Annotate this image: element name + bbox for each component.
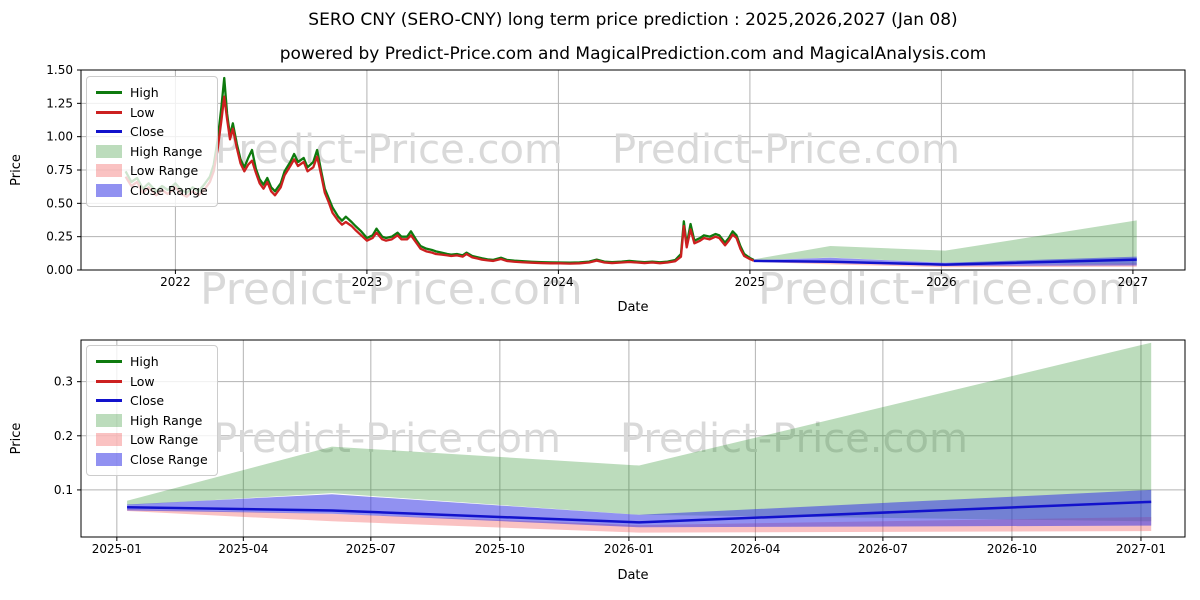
y-tick-labels: 0.1 0.2 0.3 [54, 375, 81, 497]
y-tick-label: 1.25 [46, 96, 73, 110]
watermark-text: Predict-Price.com [215, 127, 563, 173]
chart-title: SERO CNY (SERO-CNY) long term price pred… [308, 10, 958, 30]
y-tick-label: 0.2 [54, 429, 73, 443]
x-tick-labels: 2022 2023 2024 2025 2026 2027 [160, 270, 1148, 289]
close-line [753, 258, 1137, 266]
legend-swatch [96, 399, 122, 403]
y-tick-label: 1.50 [46, 63, 73, 77]
x-tick-label: 2027 [1118, 275, 1149, 289]
low-range-band [127, 508, 1152, 533]
legend-swatch [96, 452, 122, 466]
legend-item-low: Low [96, 372, 208, 392]
high-range-band [753, 220, 1137, 265]
legend-item-low: Low [96, 103, 208, 123]
x-axis-label: Date [617, 568, 648, 583]
legend-label: Close Range [130, 451, 208, 467]
watermark-text: Predict-Price.com [620, 416, 968, 462]
legend-label: High [130, 85, 159, 101]
legend-swatch [96, 183, 122, 197]
legend-label: Close [130, 124, 165, 140]
legend-swatch [96, 360, 122, 364]
y-tick-label: 1.00 [46, 130, 73, 144]
low-line [124, 95, 755, 265]
legend-swatch [96, 164, 122, 178]
legend-label: High Range [130, 143, 203, 159]
legend-swatch [96, 110, 122, 114]
legend-item-close: Close [96, 122, 208, 142]
legend-item-close-range: Close Range [96, 450, 208, 470]
x-axis-label: Date [617, 300, 648, 315]
legend-swatch [96, 91, 122, 95]
legend-item-low-range: Low Range [96, 430, 208, 450]
x-tick-label: 2025-01 [92, 542, 142, 556]
legend-swatch [96, 130, 122, 134]
legend-item-high-range: High Range [96, 142, 208, 162]
legend-label: Low Range [130, 163, 199, 179]
y-tick-label: 0.50 [46, 196, 73, 210]
legend-bottom-chart: High Low Close High Range Low Range Close Ran… [86, 345, 218, 476]
legend-item-close-range: Close Range [96, 181, 208, 201]
legend-swatch [96, 144, 122, 158]
x-tick-labels: 2025-01 2025-04 2025-07 2025-10 2026-01 2026-… [92, 537, 1166, 556]
y-tick-labels: 0.00 0.25 0.50 0.75 1.00 1.25 1.50 [46, 63, 81, 277]
y-tick-label: 0.00 [46, 263, 73, 277]
legend-label: Low Range [130, 432, 199, 448]
chart-forecast-detail-2025-2027: Predict-Price.com Predict-Price.com 2025-0… [9, 339, 1186, 583]
legend-label: Close Range [130, 182, 208, 198]
x-tick-label: 2022 [160, 275, 191, 289]
y-tick-label: 0.1 [54, 483, 73, 497]
legend-swatch [96, 433, 122, 447]
legend-label: High Range [130, 412, 203, 428]
y-axis-label: Price [9, 154, 24, 186]
x-tick-label: 2027-01 [1116, 542, 1166, 556]
x-tick-label: 2026-07 [858, 542, 908, 556]
legend-swatch [96, 379, 122, 383]
legend-label: Low [130, 373, 155, 389]
y-tick-label: 0.25 [46, 230, 73, 244]
watermark-text: Predict-Price.com [612, 127, 960, 173]
close-line [127, 500, 1152, 524]
x-tick-label: 2026-10 [987, 542, 1037, 556]
watermark-text: Predict-Price.com [213, 416, 561, 462]
legend-item-low-range: Low Range [96, 161, 208, 181]
x-tick-label: 2025-10 [475, 542, 525, 556]
chart-subtitle: powered by Predict-Price.com and Magical… [279, 44, 987, 64]
x-tick-label: 2025-07 [346, 542, 396, 556]
x-tick-label: 2025-04 [218, 542, 268, 556]
plot-border [80, 339, 1186, 538]
legend-item-close: Close [96, 391, 208, 411]
watermark-text: Predict-Price.com [758, 264, 1141, 315]
legend-label: Low [130, 104, 155, 120]
watermark-text: Predict-Price.com [200, 264, 583, 315]
legend-swatch [96, 413, 122, 427]
y-tick-label: 0.3 [54, 375, 73, 389]
x-tick-label: 2026-01 [604, 542, 654, 556]
x-tick-label: 2025 [735, 275, 766, 289]
close-range-band [753, 256, 1137, 266]
x-tick-label: 2024 [543, 275, 574, 289]
x-tick-label: 2023 [352, 275, 383, 289]
x-tick-label: 2026-04 [730, 542, 780, 556]
low-range-band [753, 261, 1137, 268]
legend-item-high-range: High Range [96, 411, 208, 431]
close-range-band [127, 489, 1152, 528]
legend-label: High [130, 354, 159, 370]
x-tick-label: 2026 [926, 275, 957, 289]
chart-long-term-history-and-forecast: Predict-Price.com Predict-Price.com Predic… [9, 63, 1186, 315]
high-range-band [127, 342, 1152, 522]
y-tick-label: 0.75 [46, 163, 73, 177]
legend-item-high: High [96, 83, 208, 103]
legend-item-high: High [96, 352, 208, 372]
y-axis-label: Price [9, 423, 24, 455]
legend-top-chart: High Low Close High Range Low Range Close Ran… [86, 76, 218, 207]
legend-label: Close [130, 393, 165, 409]
